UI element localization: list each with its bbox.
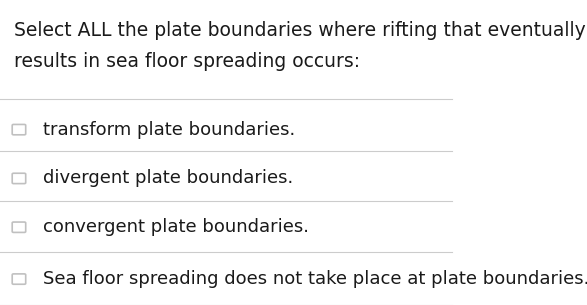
Text: transform plate boundaries.: transform plate boundaries. [43,120,295,139]
Text: Sea floor spreading does not take place at plate boundaries.: Sea floor spreading does not take place … [43,270,587,288]
Text: divergent plate boundaries.: divergent plate boundaries. [43,169,294,188]
FancyBboxPatch shape [12,222,26,232]
FancyBboxPatch shape [12,124,26,135]
Text: convergent plate boundaries.: convergent plate boundaries. [43,218,309,236]
Text: results in sea floor spreading occurs:: results in sea floor spreading occurs: [14,52,360,71]
FancyBboxPatch shape [12,173,26,184]
FancyBboxPatch shape [12,274,26,284]
Text: Select ALL the plate boundaries where rifting that eventually: Select ALL the plate boundaries where ri… [14,21,585,40]
